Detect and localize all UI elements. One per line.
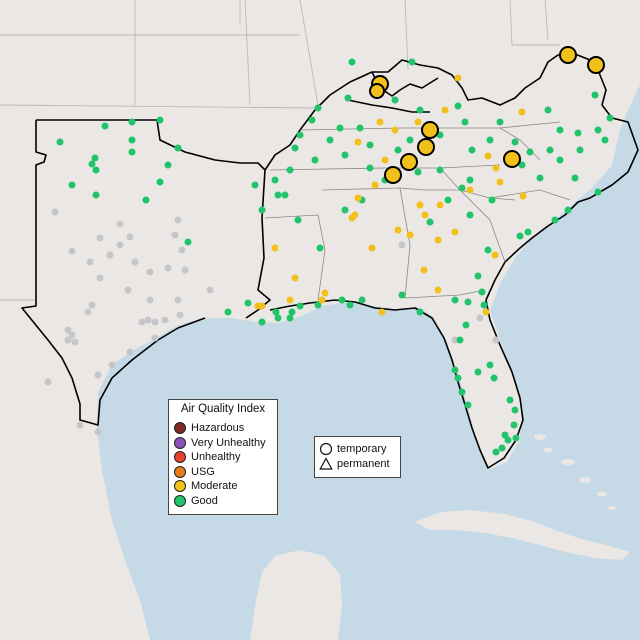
bahamas-islands xyxy=(534,434,616,510)
no-data-monitors xyxy=(44,208,500,436)
legend-swatch-icon xyxy=(174,465,186,478)
aqi-legend: Air Quality Index Hazardous Very Unhealth… xyxy=(168,399,278,515)
legend-label-permanent: permanent xyxy=(337,458,390,470)
legend-swatch-icon xyxy=(174,436,186,449)
legend-swatch-icon xyxy=(174,422,186,434)
temporary-monitors xyxy=(369,46,605,184)
cuba-land xyxy=(415,510,630,560)
aqi-legend-title: Air Quality Index xyxy=(180,403,266,415)
legend-swatch-icon xyxy=(174,480,186,492)
legend-swatch-icon xyxy=(174,494,186,507)
triangle-outline-icon xyxy=(319,457,333,470)
legend-label: Good xyxy=(191,494,218,507)
legend-swatch-icon xyxy=(174,451,186,463)
legend-label-temporary: temporary xyxy=(337,443,387,455)
circle-outline-icon xyxy=(319,442,333,456)
legend-label: Very Unhealthy xyxy=(191,436,266,449)
monitor-type-legend: temporary permanent xyxy=(314,436,401,478)
yucatan-land xyxy=(250,550,342,640)
state-lines xyxy=(0,0,560,301)
legend-label: Hazardous xyxy=(191,422,245,434)
moderate-monitors xyxy=(254,74,527,316)
legend-label: Moderate xyxy=(191,480,238,492)
good-monitors xyxy=(56,58,614,456)
legend-label: Unhealthy xyxy=(191,451,241,463)
legend-label: USG xyxy=(191,465,215,478)
